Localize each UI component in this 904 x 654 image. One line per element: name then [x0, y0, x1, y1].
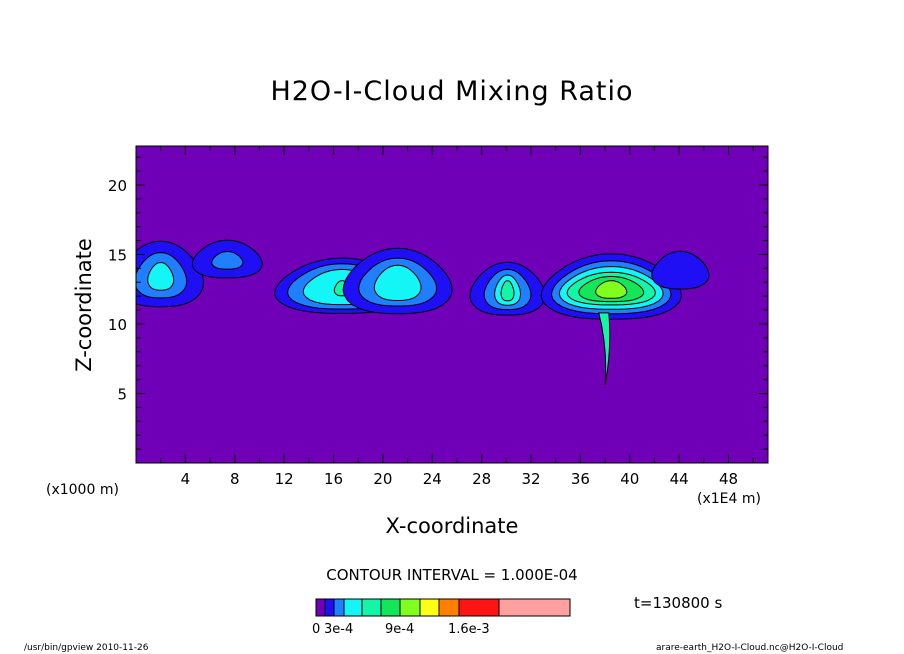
x-tick-label-4: 4 [181, 470, 191, 488]
plume-f [598, 312, 611, 386]
plot-frame [135, 145, 769, 464]
legend-label-3e-4: 3e-4 [324, 622, 354, 637]
legend-label-9e-4: 9e-4 [385, 622, 415, 637]
contour-interval: CONTOUR INTERVAL = 1.000E-04 [326, 566, 578, 584]
cloud-a-level-2 [147, 261, 175, 291]
x-tick-label-32: 32 [521, 470, 540, 488]
legend-swatch-10 [498, 598, 571, 617]
legend-swatch-7 [419, 598, 440, 617]
legend-label-1.6e-3: 1.6e-3 [448, 622, 490, 637]
legend-swatch-6 [399, 598, 421, 617]
legend-label-0: 0 [312, 622, 321, 637]
legend-swatch-8 [438, 598, 460, 617]
footer-right: arare-earth_H2O-I-Cloud.nc@H2O-I-Cloud [656, 643, 844, 653]
x-tick-label-36: 36 [571, 470, 590, 488]
y-tick-label-5: 5 [117, 385, 127, 403]
cloud-b-level-1 [211, 250, 244, 270]
contour-fields [136, 239, 710, 386]
legend-swatch-2 [333, 598, 345, 617]
legend-swatch-3 [343, 598, 363, 617]
legend-swatch-1 [324, 598, 335, 617]
x-tick-label-20: 20 [373, 470, 392, 488]
legend-swatch-5 [380, 598, 401, 617]
legend-swatch-4 [361, 598, 382, 617]
cloud-d-level-2 [373, 264, 422, 302]
y-tick-label-15: 15 [108, 246, 127, 264]
y-axis-label: Z-coordinate [72, 238, 96, 372]
x-tick-label-28: 28 [472, 470, 491, 488]
cloud-f-level-5 [595, 280, 628, 299]
cloud-g-level-0 [651, 250, 710, 290]
x-scale-note: (x1E4 m) [697, 491, 761, 507]
y-tick-label-20: 20 [108, 177, 127, 195]
x-tick-label-16: 16 [324, 470, 343, 488]
x-tick-label-44: 44 [670, 470, 689, 488]
cloud-e-level-3 [500, 280, 515, 302]
time-stamp: t=130800 s [634, 594, 723, 612]
x-tick-label-48: 48 [719, 470, 738, 488]
footer-left: /usr/bin/gpview 2010-11-26 [24, 643, 149, 653]
chart-title: H2O-I-Cloud Mixing Ratio [270, 76, 634, 107]
y-tick-label-10: 10 [108, 316, 127, 334]
legend-swatch-9 [458, 598, 500, 617]
x-tick-label-8: 8 [230, 470, 240, 488]
x-tick-label-40: 40 [620, 470, 639, 488]
x-axis-label: X-coordinate [385, 514, 519, 538]
legend-swatch-0 [315, 598, 326, 617]
x-tick-label-12: 12 [275, 470, 294, 488]
x-tick-label-24: 24 [423, 470, 442, 488]
x-unit-note: (x1000 m) [46, 482, 119, 498]
